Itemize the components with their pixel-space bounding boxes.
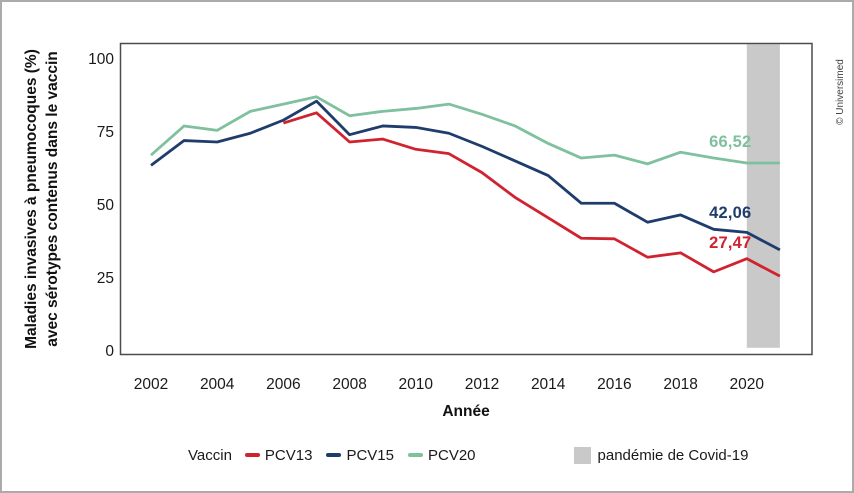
x-tick-label: 2016	[597, 376, 632, 393]
x-tick-label: 2018	[663, 376, 698, 393]
x-axis-title: Année	[442, 403, 490, 420]
copyright-text: © Universimed	[835, 59, 846, 125]
y-tick-label: 50	[96, 197, 114, 215]
y-axis-title-line2: avec sérotypes contenus dans le vaccin	[44, 51, 61, 347]
y-axis-title-line1: Maladies invasives à pneumocoques (%)	[23, 49, 40, 349]
x-tick-label: 2012	[464, 376, 500, 393]
x-tick-label: 2014	[530, 376, 566, 393]
y-tick-label: 25	[96, 270, 114, 288]
covid-band-swatch-icon	[573, 446, 591, 464]
y-tick-label: 0	[105, 343, 114, 360]
legend-item-covid-band: pandémie de Covid-19	[573, 446, 749, 464]
legend-label-pcv13: PCV13	[264, 446, 313, 464]
x-tick-label: 2020	[729, 376, 765, 393]
x-tick-label: 2008	[332, 376, 367, 393]
series-line-pcv20	[150, 95, 780, 166]
x-tick-label: 2004	[199, 376, 235, 393]
x-tick-label: 2002	[133, 376, 169, 393]
end-label-pcv13: 27,47	[709, 233, 752, 252]
x-tick-label: 2006	[266, 376, 301, 393]
pcv13-line-swatch-icon	[244, 453, 260, 457]
legend-title: Vaccin	[188, 446, 232, 464]
x-tick-label: 2010	[398, 376, 434, 393]
pcv20-line-swatch-icon	[407, 453, 423, 457]
pcv15-line-swatch-icon	[326, 453, 342, 457]
end-label-pcv15: 42,06	[709, 204, 752, 223]
y-tick-label: 100	[88, 51, 114, 69]
legend: Vaccin PCV13 PCV15 PCV20 pandémie de Cov…	[188, 445, 748, 465]
legend-label-pcv15: PCV15	[346, 446, 394, 464]
plot-frame	[119, 42, 813, 356]
series-line-pcv13	[282, 111, 781, 278]
legend-item-pcv15: PCV15	[326, 447, 394, 464]
y-axis-title: Maladies invasives à pneumocoques (%) av…	[21, 34, 63, 364]
legend-item-pcv20: PCV20	[407, 446, 476, 464]
legend-label-covid-band: pandémie de Covid-19	[597, 446, 749, 464]
legend-item-pcv13: PCV13	[244, 446, 313, 464]
end-label-pcv20: 66,52	[709, 132, 752, 151]
y-tick-label: 75	[96, 124, 114, 142]
legend-label-pcv20: PCV20	[427, 446, 476, 464]
covid-pandemic-band	[746, 44, 780, 348]
series-line-pcv15	[150, 99, 781, 252]
